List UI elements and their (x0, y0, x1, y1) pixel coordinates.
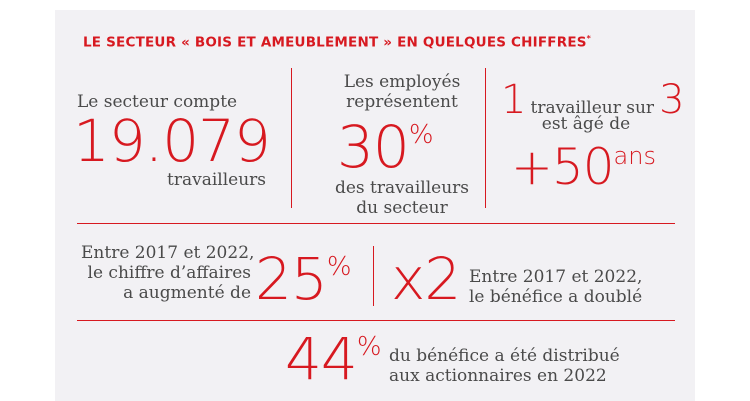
stat4-line3: a augmenté de (123, 283, 251, 303)
stat4-line1: Entre 2017 et 2022, (81, 243, 255, 263)
stat2-intro-line1: Les employés (343, 72, 461, 92)
stat6-unit: % (356, 332, 382, 362)
stat2-unit: % (408, 120, 434, 150)
stat3-ratio: 1 travailleur sur 3 (501, 77, 685, 123)
stat2-intro-line2: représentent (346, 92, 458, 112)
stat5-line2: le bénéfice a doublé (469, 287, 643, 307)
stat1-value: 19.079 (73, 107, 271, 175)
divider-row-2 (77, 320, 675, 321)
stat6-value: 44 (285, 325, 358, 393)
stat3-value: +50 (511, 138, 615, 196)
stat3-ratio-text: travailleur sur (530, 98, 655, 118)
stat6-line2: aux actionnaires en 2022 (389, 366, 607, 386)
stat2-figure: 30% (337, 113, 434, 181)
stat5-value: x2 (391, 245, 461, 313)
stat3-figure: +50ans (511, 138, 656, 196)
divider-1 (291, 68, 292, 208)
stat1-intro: Le secteur compte (77, 92, 238, 112)
stat3-num2: 3 (659, 77, 684, 123)
stat6-figure: 44% (285, 325, 382, 393)
stat4-value: 25 (255, 245, 328, 313)
stat3-age-text: est âgé de (541, 114, 631, 134)
divider-2 (485, 68, 486, 208)
stat4-line2: le chiffre d’affaires (87, 263, 251, 283)
infographic-panel: LE SECTEUR « BOIS ET AMEUBLEMENT » EN QU… (55, 10, 695, 401)
infographic-title: LE SECTEUR « BOIS ET AMEUBLEMENT » EN QU… (83, 34, 592, 51)
stat3-unit: ans (613, 142, 656, 170)
stat4-unit: % (326, 252, 352, 282)
stat6-line1: du bénéfice a été distribué (389, 346, 620, 366)
stat2-outro-line2: du secteur (356, 198, 448, 218)
stat2-outro-line1: des travailleurs (334, 178, 470, 198)
stat2-value: 30 (337, 113, 410, 181)
stat5-line1: Entre 2017 et 2022, (469, 267, 643, 287)
stat4-figure: 25% (255, 245, 352, 313)
stat1-unit: travailleurs (167, 170, 267, 190)
divider-3 (373, 246, 374, 306)
stat3-num1: 1 (501, 77, 526, 123)
divider-row-1 (77, 223, 675, 224)
